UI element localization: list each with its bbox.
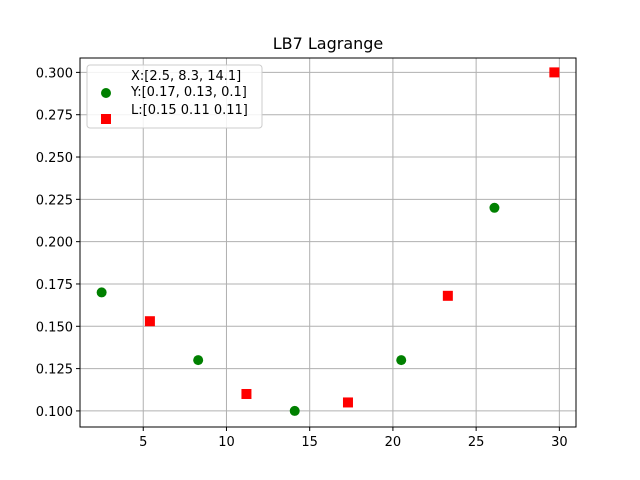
legend-label: Y:[0.17, 0.13, 0.1] [130,85,247,100]
y-tick-label: 0.300 [36,66,73,81]
legend-marker-0 [101,88,111,98]
series-1-point [241,388,252,399]
x-tick-label: 20 [385,435,402,450]
y-tick-label: 0.225 [36,193,73,208]
legend-marker-1 [101,114,111,124]
x-tick-label: 30 [551,435,568,450]
series-1-point [549,67,560,78]
series-0-point [193,355,204,366]
y-tick-label: 0.125 [36,363,73,378]
x-tick-label: 10 [218,435,235,450]
y-tick-label: 0.150 [36,320,73,335]
plot-area-frame [79,57,577,428]
y-tick-label: 0.175 [36,278,73,293]
y-tick-label: 0.100 [36,405,73,420]
legend-box [86,64,263,129]
series-1-point [144,316,155,327]
axis-ticks: 5 10 15 20 25 30 0.100 0.125 0.150 0.175 0.200 0.22… [36,66,568,450]
series-0-point [489,202,500,213]
series-0-point [289,405,300,416]
y-tick-label: 0.250 [36,151,73,166]
chart-title: LB7 Lagrange [273,34,384,53]
legend-label: L:[0.15 0.11 0.11] [131,103,248,118]
y-tick-label: 0.275 [36,109,73,124]
data-points [96,67,560,416]
x-tick-label: 15 [301,435,318,450]
x-tick-label: 5 [139,435,147,450]
series-0-point [396,355,407,366]
series-1-point [442,290,453,301]
legend: X:[2.5, 8.3, 14.1]Y:[0.17, 0.13, 0.1] L:[… [86,64,263,129]
series-1-point [342,397,353,408]
legend-label: X:[2.5, 8.3, 14.1] [131,69,241,84]
grid-lines [80,58,576,427]
series-0-point [96,287,107,298]
x-tick-label: 25 [468,435,485,450]
y-tick-label: 0.200 [36,236,73,251]
